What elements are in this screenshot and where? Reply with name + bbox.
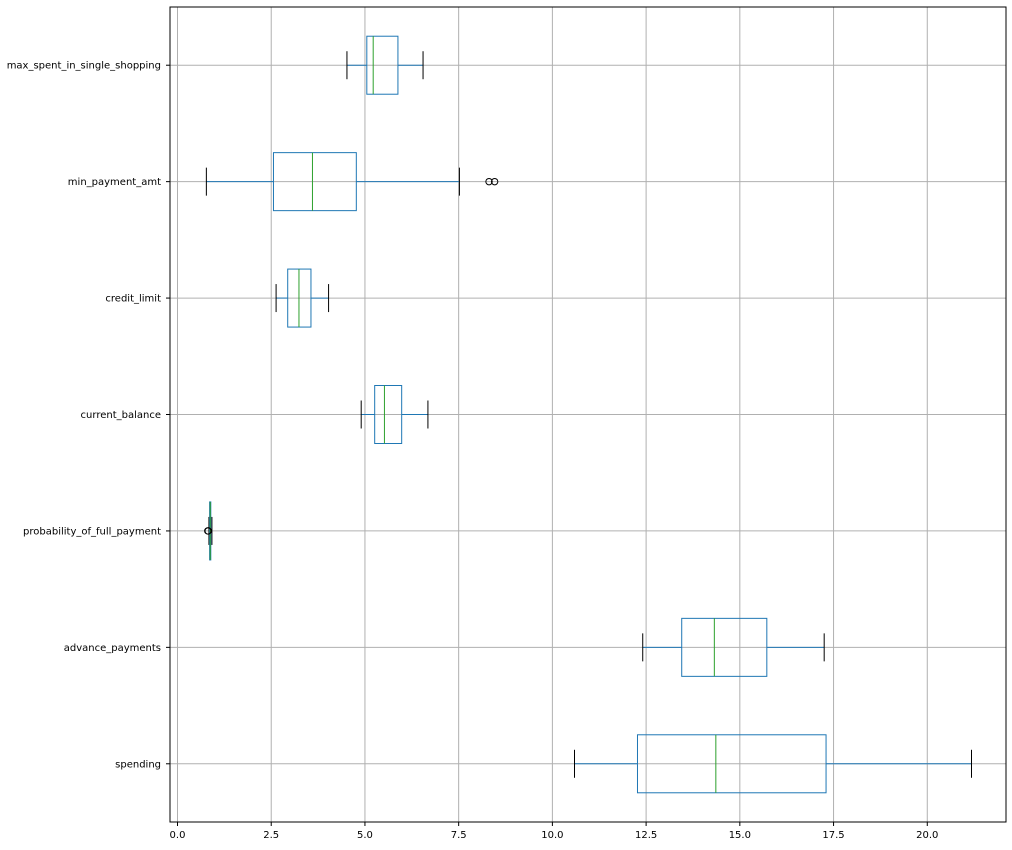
outlier-point	[204, 527, 212, 535]
outlier-point	[485, 177, 493, 186]
y-tick-label: max_spent_in_single_shopping	[7, 61, 161, 72]
outlier-point	[490, 177, 499, 186]
x-tick-label: 0.0	[170, 830, 186, 841]
y-tick-label: min_payment_amt	[68, 177, 161, 188]
iqr-box	[366, 35, 399, 95]
y-tick-label: current_balance	[81, 410, 161, 421]
iqr-box	[272, 152, 357, 212]
iqr-box	[681, 617, 768, 677]
x-tick-label: 17.5	[822, 830, 844, 841]
x-tick-label: 10.0	[541, 830, 563, 841]
x-tick-label: 15.0	[729, 830, 751, 841]
x-tick-label: 12.5	[635, 830, 657, 841]
iqr-box	[636, 734, 827, 794]
iqr-box	[374, 385, 403, 444]
y-tick-label: advance_payments	[64, 643, 161, 654]
x-tick-label: 7.5	[451, 830, 467, 841]
x-tick-label: 20.0	[916, 830, 938, 841]
grid-layer	[170, 7, 1006, 822]
y-tick-label: spending	[115, 759, 161, 770]
tick-layer: 0.0 2.5 5.0 7.5 10.0 12.5 15.0 17.5 20.0 spending…	[7, 61, 939, 841]
x-tick-label: 5.0	[357, 830, 373, 841]
x-tick-label: 2.5	[263, 830, 279, 841]
y-tick-label: probability_of_full_payment	[23, 526, 161, 537]
box-layer	[204, 35, 973, 794]
y-tick-label: credit_limit	[105, 294, 161, 305]
